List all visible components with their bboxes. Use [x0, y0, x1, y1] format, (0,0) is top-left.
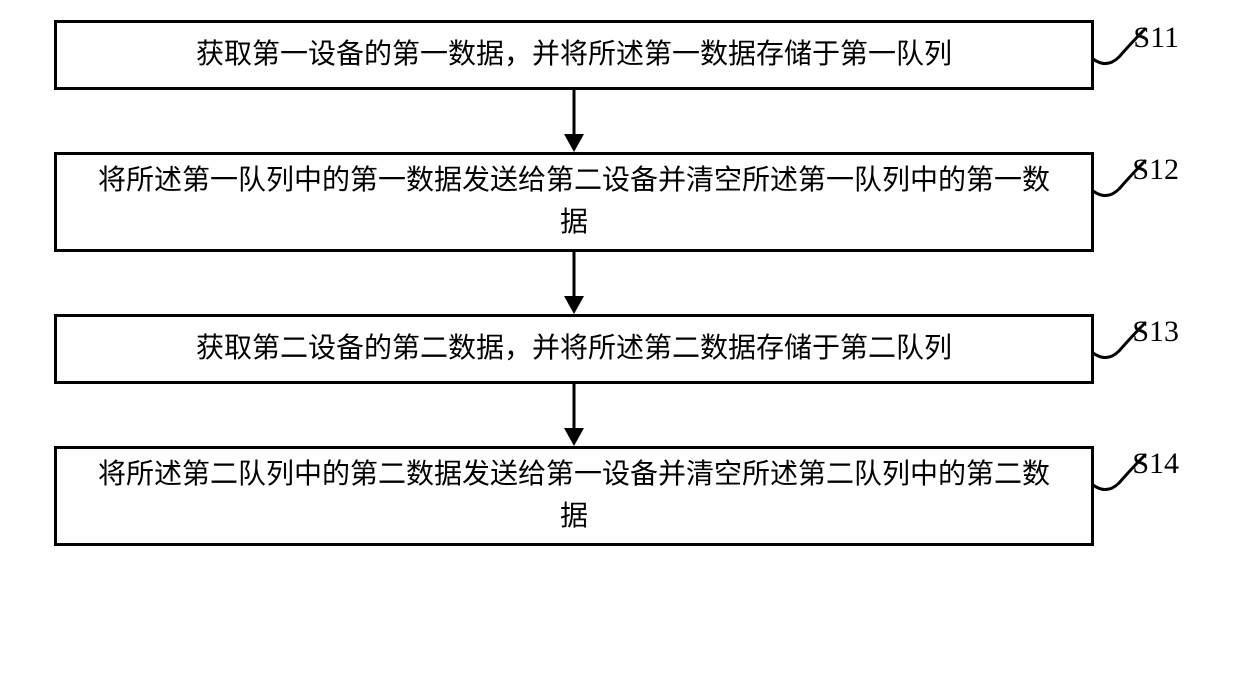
arrow-connector [54, 90, 1094, 152]
arrow-down-icon [554, 384, 594, 446]
step-box-s11: 获取第一设备的第一数据，并将所述第一数据存储于第一队列 S11 [54, 20, 1094, 90]
step-box-s12: 将所述第一队列中的第一数据发送给第二设备并清空所述第一队列中的第一数据 S12 [54, 152, 1094, 252]
flowchart-container: 获取第一设备的第一数据，并将所述第一数据存储于第一队列 S11 将所述第一队列中… [54, 20, 1184, 546]
step-label: S14 [1132, 441, 1179, 486]
arrow-down-icon [554, 90, 594, 152]
step-label: S13 [1132, 309, 1179, 354]
step-text: 获取第二设备的第二数据，并将所述第二数据存储于第二队列 [196, 328, 952, 370]
step-box-s13: 获取第二设备的第二数据，并将所述第二数据存储于第二队列 S13 [54, 314, 1094, 384]
step-box-s14: 将所述第二队列中的第二数据发送给第一设备并清空所述第二队列中的第二数据 S14 [54, 446, 1094, 546]
step-label: S12 [1132, 147, 1179, 192]
arrow-down-icon [554, 252, 594, 314]
step-text: 将所述第二队列中的第二数据发送给第一设备并清空所述第二队列中的第二数据 [85, 454, 1063, 538]
step-text: 获取第一设备的第一数据，并将所述第一数据存储于第一队列 [196, 34, 952, 76]
step-text: 将所述第一队列中的第一数据发送给第二设备并清空所述第一队列中的第一数据 [85, 160, 1063, 244]
arrow-connector [54, 252, 1094, 314]
step-label: S11 [1133, 15, 1179, 60]
arrow-connector [54, 384, 1094, 446]
